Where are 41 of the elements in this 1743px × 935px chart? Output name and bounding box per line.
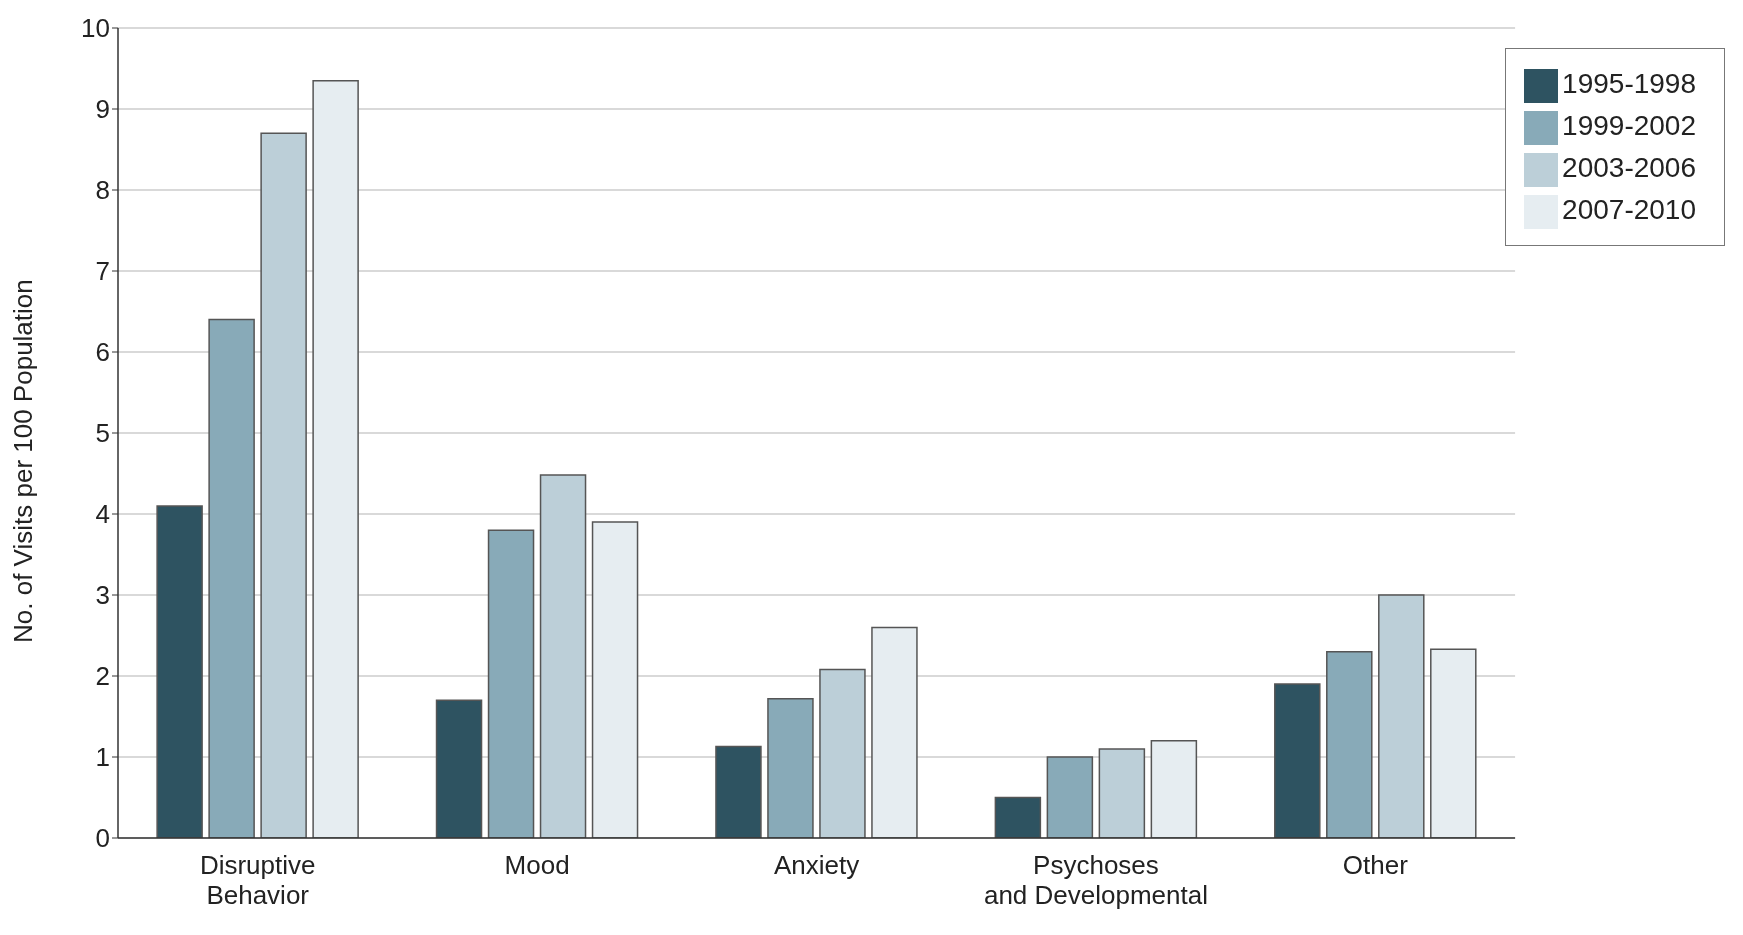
y-tick-label: 1	[95, 742, 110, 773]
bar	[312, 79, 359, 838]
y-tick-label: 8	[95, 175, 110, 206]
y-tick-label: 10	[81, 13, 110, 44]
bar	[1098, 748, 1146, 838]
y-tick-label: 7	[95, 256, 110, 287]
y-tick-label: 3	[95, 580, 110, 611]
legend-label: 1999-2002	[1562, 110, 1696, 141]
legend-label: 2007-2010	[1562, 194, 1696, 225]
y-axis-title: No. of Visits per 100 Population	[8, 279, 39, 643]
y-tick-label: 2	[95, 661, 110, 692]
bar	[1274, 683, 1321, 838]
bar	[487, 529, 535, 838]
x-tick-label: Other	[1342, 850, 1409, 880]
x-tick-label: Anxiety	[773, 850, 860, 880]
bar	[767, 697, 814, 838]
bar	[156, 505, 203, 838]
bar	[1430, 648, 1477, 838]
legend-label: 1995-1998	[1562, 68, 1696, 99]
bar	[819, 668, 866, 838]
bar	[539, 474, 587, 838]
bar	[591, 521, 639, 838]
x-tick-label: Mood	[504, 850, 570, 880]
bar	[1326, 650, 1373, 838]
y-tick-label: 5	[95, 418, 110, 449]
bar	[1378, 594, 1425, 838]
bar	[1150, 740, 1198, 838]
y-tick-label: 0	[95, 823, 110, 854]
legend-label: 2003-2006	[1562, 152, 1696, 183]
y-tick-label: 4	[95, 499, 110, 530]
bar	[994, 796, 1042, 838]
bar	[1046, 756, 1094, 838]
x-tick-label: Psychoses and Developmental	[983, 850, 1208, 910]
x-tick-label: Disruptive Behavior	[199, 850, 316, 910]
bar	[260, 132, 307, 838]
y-tick-label: 9	[95, 94, 110, 125]
bar	[871, 626, 918, 838]
y-tick-label: 6	[95, 337, 110, 368]
bar	[715, 745, 762, 838]
bar	[208, 318, 255, 838]
bar	[435, 699, 483, 838]
